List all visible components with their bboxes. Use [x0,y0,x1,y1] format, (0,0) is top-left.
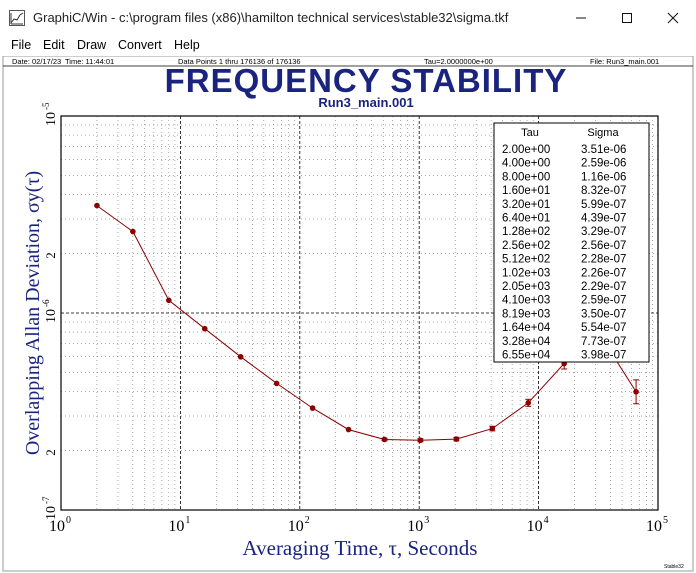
table-cell-tau: 2.00e+00 [502,144,550,156]
table-cell-tau: 1.02e+03 [502,267,550,279]
table-cell-sigma: 2.29e-07 [581,281,626,293]
y-tick-exponent: -5 [41,102,51,110]
x-tick-exponent: 3 [424,515,429,526]
x-tick-exponent: 5 [663,515,668,526]
table-cell-tau: 6.55e+04 [502,350,551,362]
header-date: Date: 02/17/23 [12,57,61,66]
table-cell-sigma: 3.51e-06 [581,144,626,156]
x-tick-exponent: 1 [185,515,190,526]
plot-frame [60,115,659,511]
data-point [237,354,244,360]
data-point [453,436,460,442]
data-point [633,389,639,395]
table-cell-sigma: 4.39e-07 [581,213,626,225]
menu-convert[interactable]: Convert [118,38,162,52]
x-tick-label: 10 [646,518,662,535]
chart-subtitle: Run3_main.001 [318,95,413,110]
data-table: Tau Sigma 2.00e+00 3.51e-06 4.00e+00 2.59e-06… [493,122,650,363]
header-file: File: Run3_main.001 [590,57,659,66]
maximize-button[interactable] [604,0,650,36]
table-cell-tau: 6.40e+01 [502,213,550,225]
table-cell-sigma: 2.28e-07 [581,254,626,266]
table-cell-sigma: 2.59e-07 [581,295,626,307]
data-point [309,405,316,411]
data-point [525,400,532,406]
y-tick-label: 10 [44,506,59,520]
table-cell-tau: 5.12e+02 [502,254,550,266]
menu-bar: File Edit Draw Convert Help [0,36,696,56]
table-cell-tau: 1.60e+01 [502,185,550,197]
x-tick-exponent: 0 [66,515,71,526]
y-tick-label: 2 [43,449,58,456]
window-titlebar: GraphiC/Win - c:\program files (x86)\ham… [0,0,696,36]
data-point [489,425,496,432]
data-point [94,202,100,209]
series-line [96,205,637,441]
table-cell-sigma: 2.56e-07 [581,240,626,252]
table-cell-sigma: 1.16e-06 [581,171,626,183]
table-cell-sigma: 8.32e-07 [581,185,626,197]
table-cell-tau: 1.64e+04 [502,322,551,334]
close-button[interactable] [650,0,696,36]
minimize-icon [576,17,586,19]
x-axis-label: Averaging Time, τ, Seconds [243,536,478,560]
table-cell-sigma: 5.54e-07 [581,322,626,334]
x-tick-exponent: 4 [544,515,549,526]
plot-area: Date: 02/17/23 Time: 11:44:01 Data Point… [0,56,696,573]
x-tick-label: 10 [168,518,184,535]
chart-title: FREQUENCY STABILITY [165,62,568,99]
y-tick-exponent: -6 [41,299,51,307]
header-time: Time: 11:44:01 [65,57,114,66]
x-tick-label: 10 [49,518,65,535]
x-tick-exponent: 2 [305,515,310,526]
table-cell-tau: 4.00e+00 [502,158,550,170]
x-tick-label: 10 [527,518,543,535]
y-tick-label: 10 [44,112,59,126]
table-cell-tau: 3.28e+04 [502,336,551,348]
data-point [130,228,136,235]
table-cell-tau: 8.19e+03 [502,308,550,320]
data-point [273,380,280,387]
data-point [345,426,352,433]
header-data-points: Data Points 1 thru 176136 of 176136 [178,57,301,66]
table-header-sigma: Sigma [587,127,619,139]
table-header-tau: Tau [521,127,539,139]
x-tick-label: 10 [407,518,423,535]
table-cell-sigma: 7.73e-07 [581,336,626,348]
header-tau: Tau=2.0000000e+00 [424,57,493,66]
table-cell-tau: 4.10e+03 [502,295,550,307]
data-point [201,325,208,332]
menu-file[interactable]: File [11,38,32,52]
table-cell-sigma: 3.29e-07 [581,226,626,238]
data-point [166,297,172,304]
table-cell-sigma: 2.59e-06 [581,158,626,170]
y-axis-label: Overlapping Allan Deviation, σy(τ) [22,171,44,455]
maximize-icon [622,13,632,23]
menu-edit[interactable]: Edit [43,38,65,52]
x-tick-label: 10 [288,518,304,535]
table-cell-sigma: 2.26e-07 [581,267,626,279]
data-point [417,437,424,444]
window-title: GraphiC/Win - c:\program files (x86)\ham… [33,10,509,25]
table-cell-tau: 1.28e+02 [502,226,550,238]
menu-draw[interactable]: Draw [77,38,107,52]
close-icon [667,12,679,24]
table-cell-sigma: 3.50e-07 [581,308,626,320]
table-cell-sigma: 3.98e-07 [581,350,626,362]
menu-help[interactable]: Help [174,38,200,52]
graphic-app-icon [9,10,25,26]
stability-chart: Date: 02/17/23 Time: 11:44:01 Data Point… [2,56,694,572]
y-tick-label: 2 [43,252,58,258]
y-tick-label: 10 [44,309,59,323]
stable32-tag: Stable32 [664,564,684,570]
table-cell-tau: 3.20e+01 [502,199,550,211]
table-cell-tau: 2.56e+02 [502,240,550,252]
table-cell-sigma: 5.99e-07 [581,199,626,211]
data-point [381,436,388,443]
y-tick-exponent: -7 [41,496,51,504]
table-cell-tau: 2.05e+03 [502,281,550,293]
table-cell-tau: 8.00e+00 [502,171,550,183]
minimize-button[interactable] [558,0,604,36]
